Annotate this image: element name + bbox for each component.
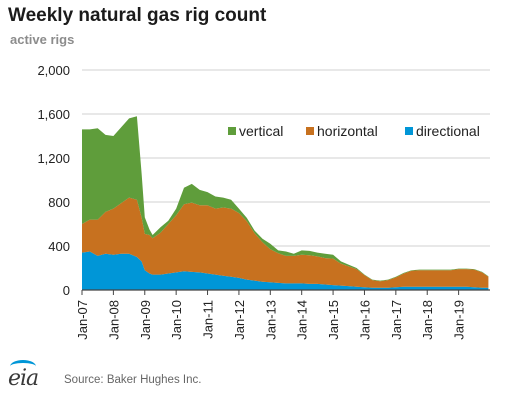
y-tick-label: 2,000	[37, 63, 70, 78]
eia-logo: eia	[8, 366, 39, 391]
area-vertical	[82, 116, 489, 282]
x-tick-label: Jan-08	[106, 300, 121, 340]
x-tick-label: Jan-10	[169, 300, 184, 340]
legend-swatch-horizontal	[306, 127, 314, 135]
chart-subtitle: active rigs	[10, 32, 75, 47]
x-tick-label: Jan-07	[75, 300, 90, 340]
footer: eia Source: Baker Hughes Inc.	[8, 360, 308, 396]
rig-count-chart: 0 400 800 1,200 1,600 2,000 Jan-07 Jan-08 Jan-09…	[37, 63, 490, 340]
axes: 0 400 800 1,200 1,600 2,000 Jan-07 Jan-08 Jan-09…	[37, 63, 490, 340]
x-tick-label: Jan-15	[326, 300, 341, 340]
y-tick-label: 1,200	[37, 151, 70, 166]
y-tick-label: 800	[48, 195, 70, 210]
legend-label-vertical: vertical	[239, 123, 283, 139]
legend-label-horizontal: horizontal	[317, 123, 378, 139]
y-tick-label: 1,600	[37, 107, 70, 122]
area-horizontal	[82, 197, 489, 288]
x-tick-label: Jan-09	[138, 300, 153, 340]
x-tick-label: Jan-12	[232, 300, 247, 340]
area-directional	[82, 251, 489, 290]
x-tick-label: Jan-19	[452, 300, 467, 340]
legend-swatch-directional	[405, 127, 413, 135]
gridlines	[82, 69, 490, 247]
x-tick-label: Jan-13	[263, 300, 278, 340]
legend: vertical horizontal directional	[228, 123, 480, 139]
stacked-areas	[82, 116, 489, 290]
source-note: Source: Baker Hughes Inc.	[64, 374, 202, 386]
legend-label-directional: directional	[416, 123, 480, 139]
x-tick-label: Jan-18	[420, 300, 435, 340]
x-tick-label: Jan-11	[201, 300, 216, 339]
chart-title: Weekly natural gas rig count	[8, 5, 267, 26]
y-tick-label: 400	[48, 239, 70, 254]
legend-swatch-vertical	[228, 127, 236, 135]
x-tick-label: Jan-14	[295, 300, 310, 340]
eia-logo-swoosh-icon	[10, 360, 36, 373]
x-tick-label: Jan-16	[357, 300, 372, 340]
y-tick-label: 0	[63, 283, 70, 298]
x-tick-label: Jan-17	[389, 300, 404, 340]
